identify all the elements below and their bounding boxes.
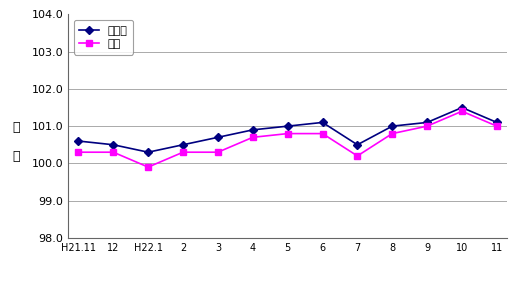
津市 [389, 132, 395, 135]
三重県 [459, 106, 465, 109]
三重県 [389, 124, 395, 128]
津市 [180, 151, 186, 154]
津市 [249, 135, 256, 139]
津市 [320, 132, 326, 135]
三重県 [249, 128, 256, 132]
三重県 [494, 121, 500, 124]
津市 [424, 124, 430, 128]
三重県 [354, 143, 360, 146]
三重県 [320, 121, 326, 124]
三重県 [110, 143, 117, 146]
Text: 数: 数 [12, 150, 19, 163]
津市 [494, 124, 500, 128]
三重県 [215, 135, 221, 139]
津市 [215, 151, 221, 154]
三重県 [180, 143, 186, 146]
Text: 指: 指 [12, 121, 19, 134]
津市 [354, 154, 360, 158]
三重県 [145, 151, 151, 154]
津市 [145, 165, 151, 169]
Legend: 三重県, 津市: 三重県, 津市 [74, 20, 133, 55]
三重県 [285, 124, 291, 128]
Line: 津市: 津市 [76, 108, 499, 170]
津市 [285, 132, 291, 135]
Line: 三重県: 三重県 [76, 105, 499, 155]
三重県 [75, 139, 82, 143]
津市 [75, 151, 82, 154]
津市 [459, 110, 465, 113]
三重県 [424, 121, 430, 124]
津市 [110, 151, 117, 154]
